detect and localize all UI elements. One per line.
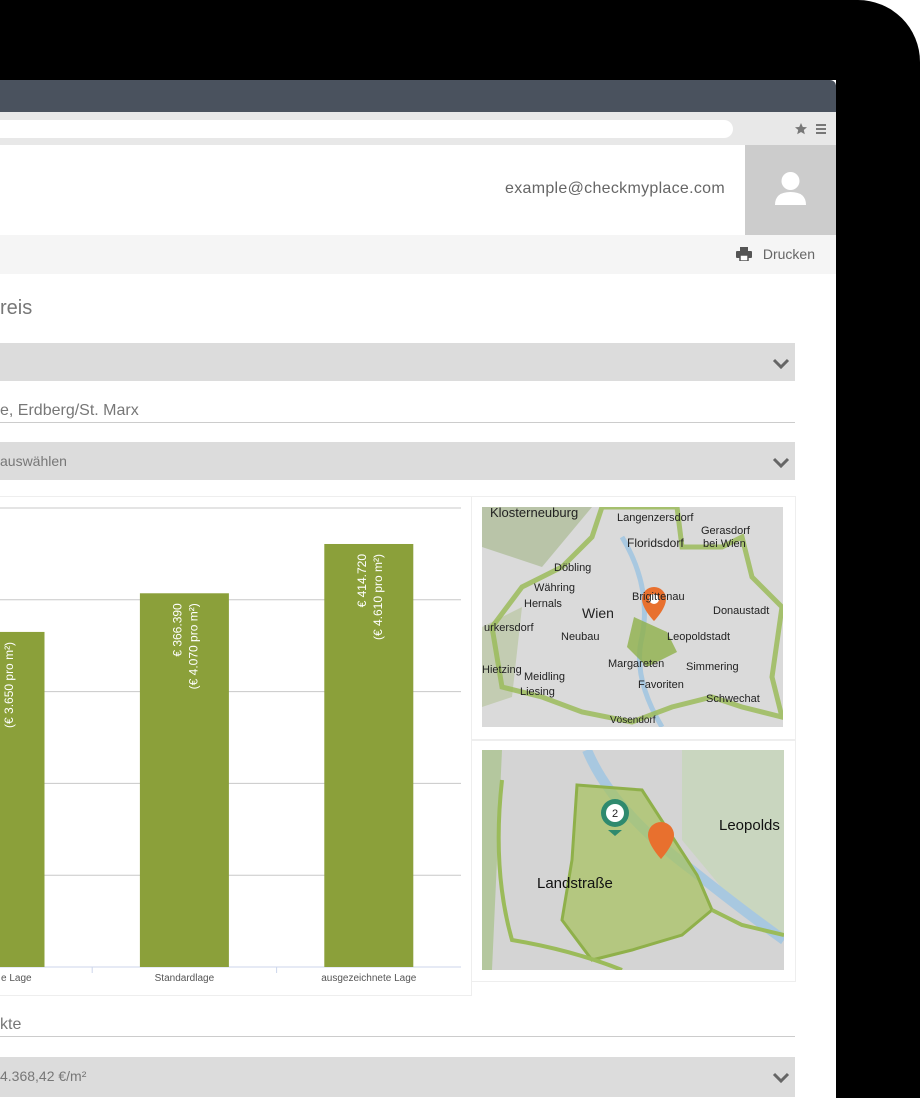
header	[0, 145, 836, 235]
map-label: bei Wien	[703, 538, 746, 550]
map-label: Wien	[582, 605, 614, 621]
map-label: Leopoldstadt	[667, 631, 730, 643]
bar	[324, 543, 414, 967]
section-heading: reis	[0, 297, 33, 319]
map-label: Langenzersdorf	[617, 512, 694, 524]
data-label: € 366.390	[170, 603, 184, 657]
map-label: Hernals	[524, 598, 562, 610]
dropdown-text: auswählen	[0, 453, 67, 469]
bar	[0, 631, 45, 967]
map-label: Vösendorf	[610, 715, 656, 726]
overview-map[interactable]: Klosterneuburg Langenzersdorf Gerasdorf …	[482, 507, 783, 727]
chevron	[772, 358, 790, 370]
map-label: Favoriten	[638, 679, 684, 691]
dropdown[interactable]	[0, 343, 795, 381]
x-tick-label: ausgezeichnete Lage	[321, 973, 417, 984]
map-label: Döbling	[554, 562, 591, 574]
address-bar[interactable]	[0, 120, 733, 138]
x-tick-label: e Lage	[1, 973, 32, 984]
section-field: kte	[0, 1016, 795, 1037]
map-label: Leopolds	[719, 817, 780, 834]
chevron	[772, 457, 790, 469]
map-label: Donaustadt	[713, 605, 769, 617]
data-label: (€ 4.070 pro m²)	[186, 603, 200, 689]
data-label: € 414.720	[355, 554, 369, 608]
data-label: (€ 3.650 pro m²)	[2, 642, 16, 728]
result-text: 4.368,42 €/m²	[0, 1068, 87, 1084]
detail-map[interactable]: 2 Leopolds Landstraße	[482, 750, 784, 970]
chevron	[772, 1072, 790, 1084]
dropdown[interactable]	[0, 442, 795, 480]
data-label: (€ 4.610 pro m²)	[371, 554, 385, 640]
chart-panel: e Lage (€ 3.650 pro m²) Standardlage € 366.…	[0, 496, 472, 996]
map-label: Klosterneuburg	[490, 507, 578, 520]
map-label: Brigittenau	[632, 591, 685, 603]
chart: e Lage (€ 3.650 pro m²) Standardlage € 366.…	[0, 507, 461, 984]
map-label: Neubau	[561, 631, 600, 643]
map-label: Gerasdorf	[701, 525, 751, 537]
map-label: Simmering	[686, 661, 739, 673]
cluster-count[interactable]: 2	[612, 808, 618, 820]
map-label: Floridsdorf	[627, 536, 684, 550]
user-email[interactable]: example@checkmyplace.com	[505, 180, 725, 197]
map-label: Meidling	[524, 671, 565, 683]
result-dropdown[interactable]	[0, 1057, 795, 1097]
user-button[interactable]	[745, 145, 836, 235]
print-icon[interactable]	[736, 247, 752, 261]
map-label: Schwechat	[706, 693, 760, 705]
map-label: Währing	[534, 582, 575, 594]
map-label: Margareten	[608, 658, 664, 670]
address-field[interactable]: e, Erdberg/St. Marx	[0, 402, 795, 423]
x-tick-label: Standardlage	[155, 973, 215, 984]
map-label: Hietzing	[482, 664, 522, 676]
browser-chrome	[0, 80, 836, 112]
screen: example@checkmyplace.com Drucken reis e,…	[0, 80, 836, 1098]
toolbar-bar	[0, 235, 836, 274]
map-label: Landstraße	[537, 875, 613, 892]
print-button[interactable]: Drucken	[762, 246, 815, 262]
map-label: Liesing	[520, 686, 555, 698]
map-label: urkersdorf	[484, 622, 534, 634]
bar	[139, 593, 229, 967]
browser-icons[interactable]	[794, 122, 828, 136]
